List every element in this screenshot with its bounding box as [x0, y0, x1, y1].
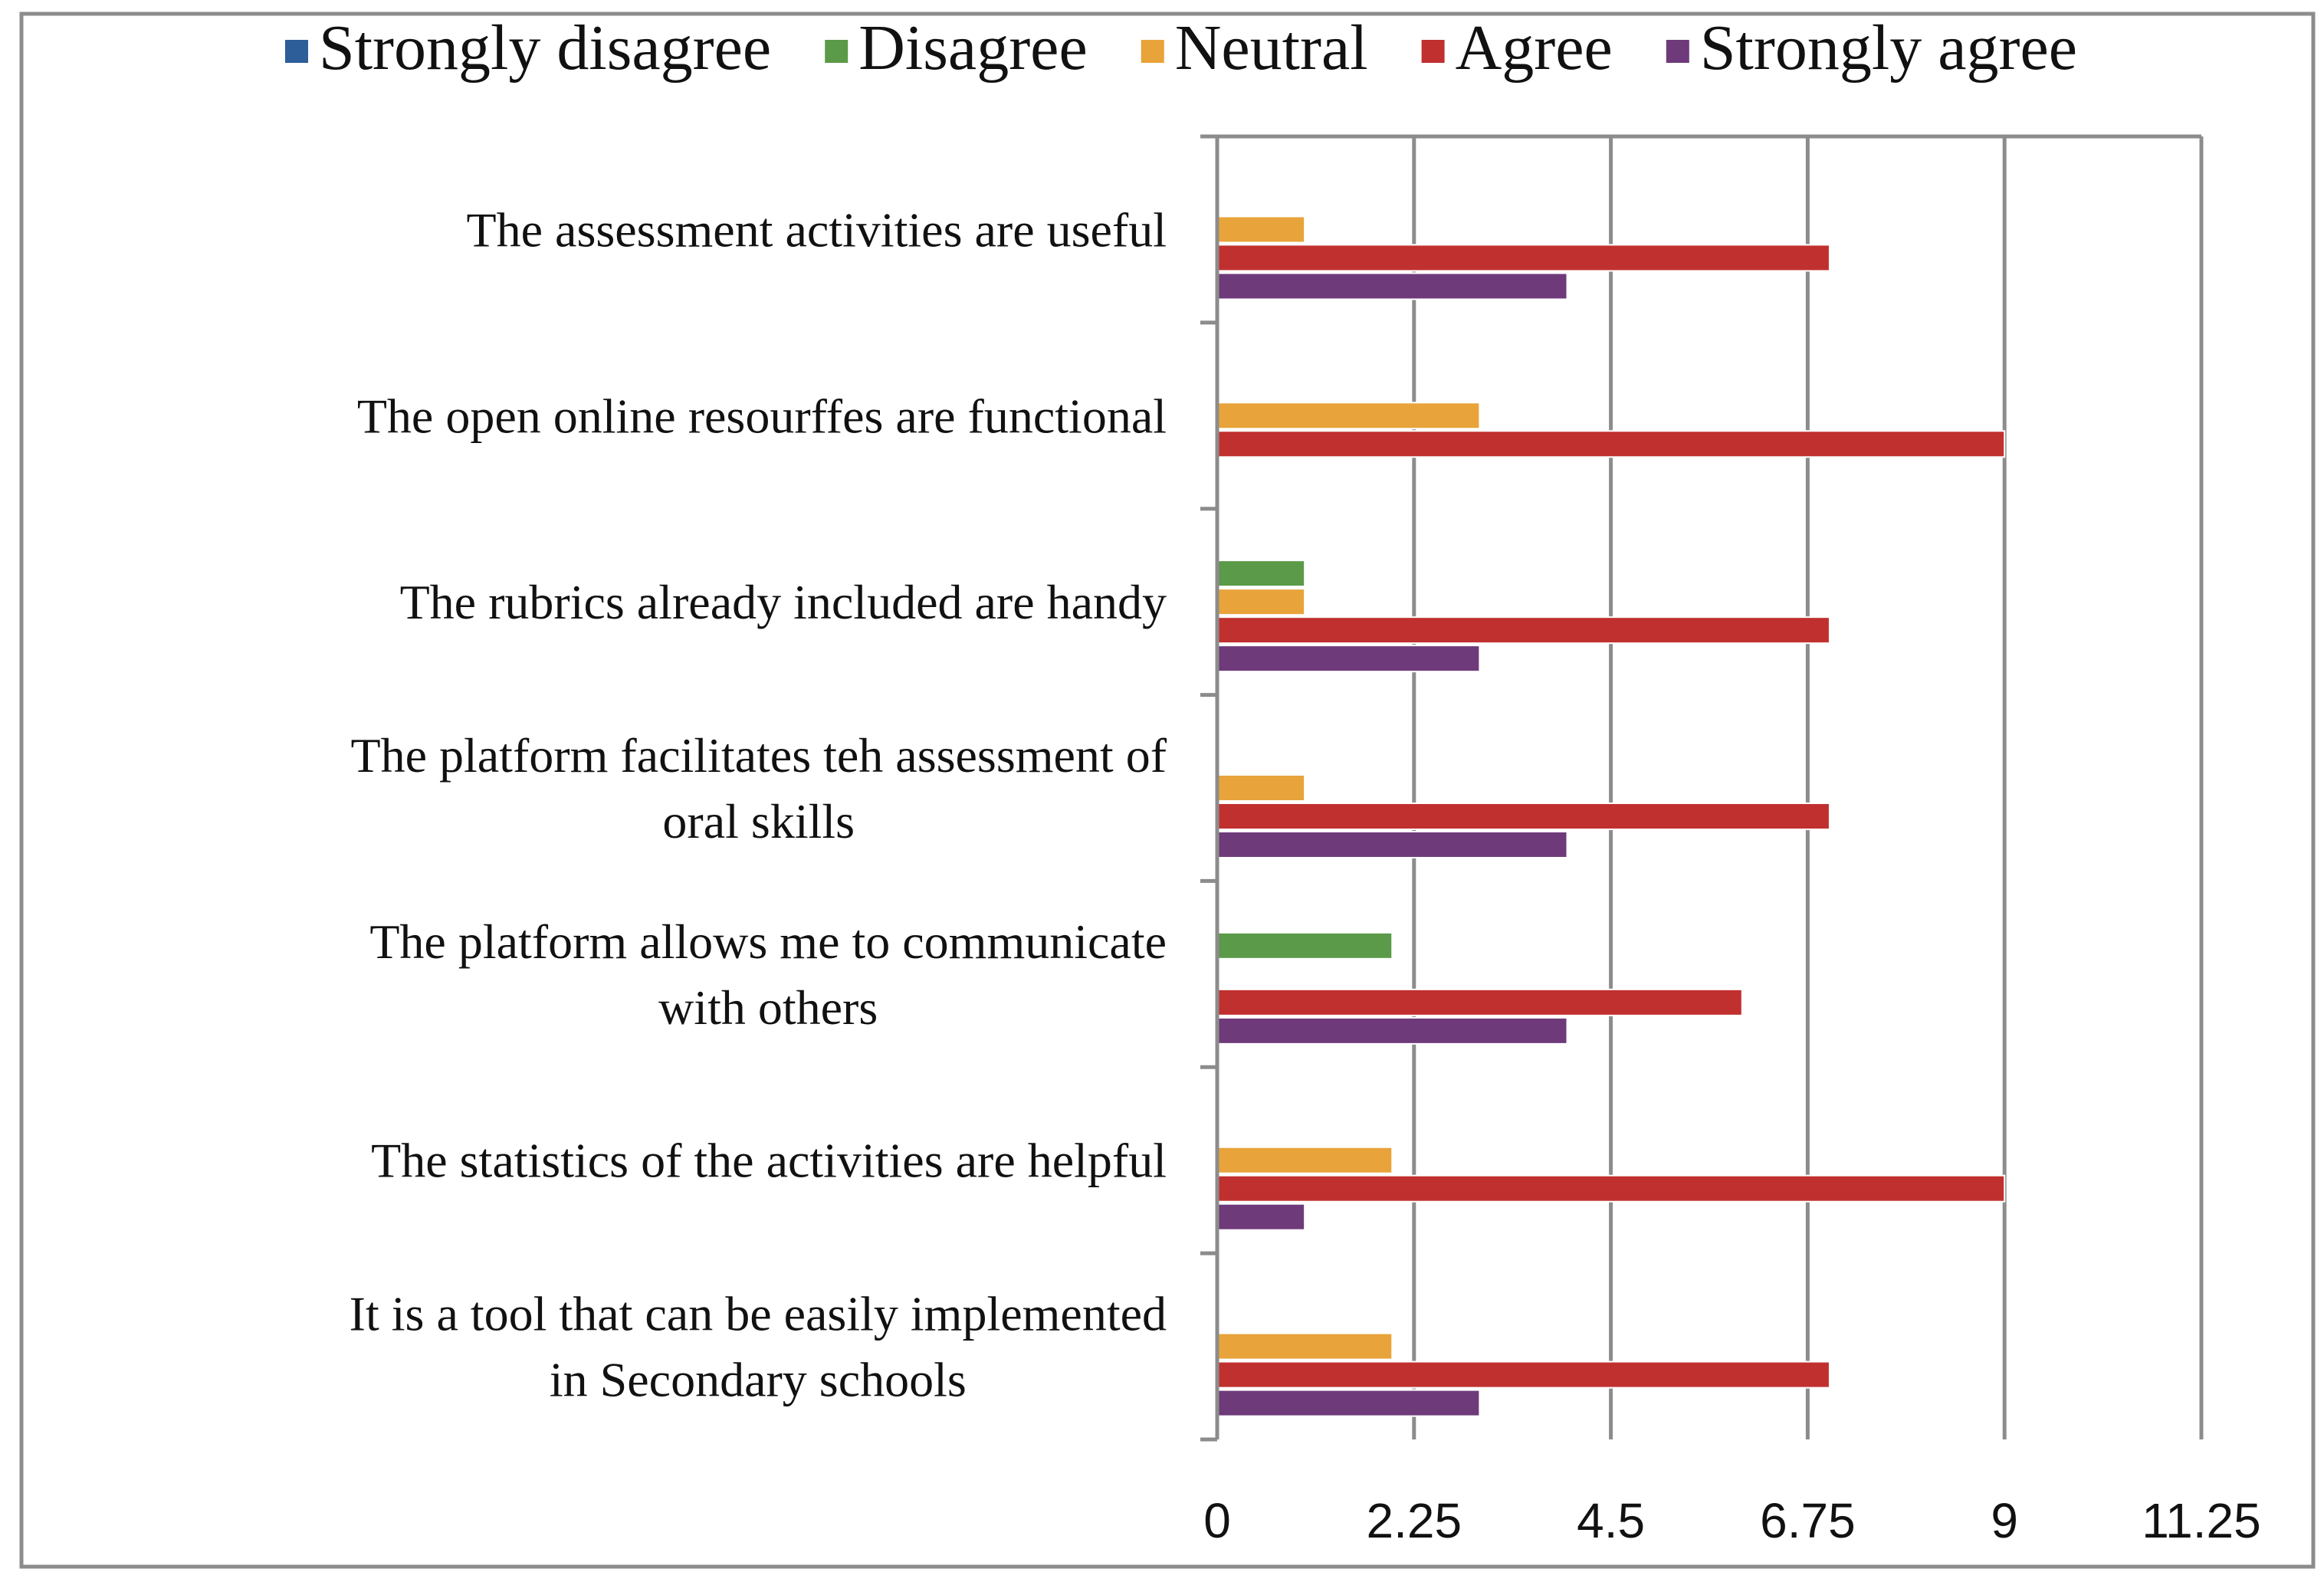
- tick-label: 4.5: [1577, 1493, 1645, 1548]
- category-label-line: The statistics of the activities are hel…: [371, 1134, 1167, 1188]
- legend-swatch: [285, 40, 308, 63]
- category-label: The assessment activities are useful: [467, 202, 1167, 257]
- gridlines: [1217, 134, 2204, 1439]
- category-label: It is a tool that can be easily implemen…: [350, 1287, 1167, 1407]
- category-label: The statistics of the activities are hel…: [371, 1134, 1167, 1188]
- bars: [1216, 215, 2006, 1417]
- bar-agree: [1216, 244, 1830, 272]
- bar-disagree: [1216, 931, 1393, 960]
- category-label-line: The platform allows me to communicate: [369, 914, 1167, 969]
- bar-neutral: [1216, 774, 1306, 802]
- legend-swatch: [1421, 40, 1445, 63]
- category-label-line: in Secondary schools: [550, 1353, 967, 1407]
- category-label-line: The open online resourffes are functiona…: [357, 389, 1167, 443]
- bar-neutral: [1216, 588, 1306, 616]
- bar-agree: [1216, 616, 1830, 645]
- bar-neutral: [1216, 1332, 1393, 1360]
- category-labels: The assessment activities are useful The …: [350, 202, 1167, 1406]
- bar-strongly-agree: [1216, 1389, 1481, 1417]
- tick-label: 9: [1991, 1493, 2018, 1548]
- legend-label: Strongly agree: [1700, 12, 2077, 84]
- bar-disagree: [1216, 560, 1306, 588]
- category-label: The platform facilitates teh assessment …: [350, 728, 1167, 848]
- bar-strongly-agree: [1216, 645, 1481, 673]
- category-label: The open online resourffes are functiona…: [357, 389, 1167, 443]
- category-label-line: The assessment activities are useful: [467, 202, 1167, 257]
- category-label-line: with others: [658, 980, 878, 1035]
- legend-swatch: [1666, 40, 1689, 63]
- legend: Strongly disagree Disagree Neutral Agree Str…: [285, 12, 2077, 84]
- bar-strongly-agree: [1216, 1016, 1568, 1045]
- tick-label: 0: [1203, 1493, 1231, 1548]
- tick-label: 2.25: [1367, 1493, 1462, 1548]
- bar-agree: [1216, 430, 2006, 458]
- category-label: The platform allows me to communicate wit…: [369, 914, 1167, 1035]
- bar-neutral: [1216, 215, 1306, 244]
- tick-label: 6.75: [1760, 1493, 1856, 1548]
- legend-label: Neutral: [1175, 12, 1368, 84]
- bar-agree: [1216, 1360, 1830, 1389]
- bar-agree: [1216, 988, 1743, 1016]
- bar-strongly-agree: [1216, 1203, 1306, 1231]
- legend-label: Strongly disagree: [319, 12, 771, 84]
- bar-neutral: [1216, 1146, 1393, 1174]
- bar-strongly-agree: [1216, 831, 1568, 858]
- value-tick-labels: 0 2.25 4.5 6.75 9 11.25: [1203, 1493, 2261, 1548]
- chart-frame: [19, 11, 2316, 1569]
- category-label-line: The platform facilitates teh assessment …: [350, 728, 1167, 783]
- category-label: The rubrics already included are handy: [400, 575, 1167, 629]
- category-label-line: The rubrics already included are handy: [400, 575, 1167, 629]
- legend-swatch: [1141, 40, 1164, 63]
- category-axis: [1200, 134, 1219, 1442]
- bar-neutral: [1216, 402, 1481, 430]
- bar-strongly-agree: [1216, 272, 1568, 300]
- bar-agree: [1216, 1174, 2006, 1203]
- category-label-line: It is a tool that can be easily implemen…: [350, 1287, 1167, 1341]
- legend-swatch: [825, 40, 849, 63]
- legend-label: Disagree: [858, 12, 1088, 84]
- bar-agree: [1216, 802, 1830, 830]
- tick-label: 11.25: [2142, 1493, 2260, 1548]
- legend-label: Agree: [1456, 12, 1613, 84]
- category-label-line: oral skills: [662, 794, 855, 848]
